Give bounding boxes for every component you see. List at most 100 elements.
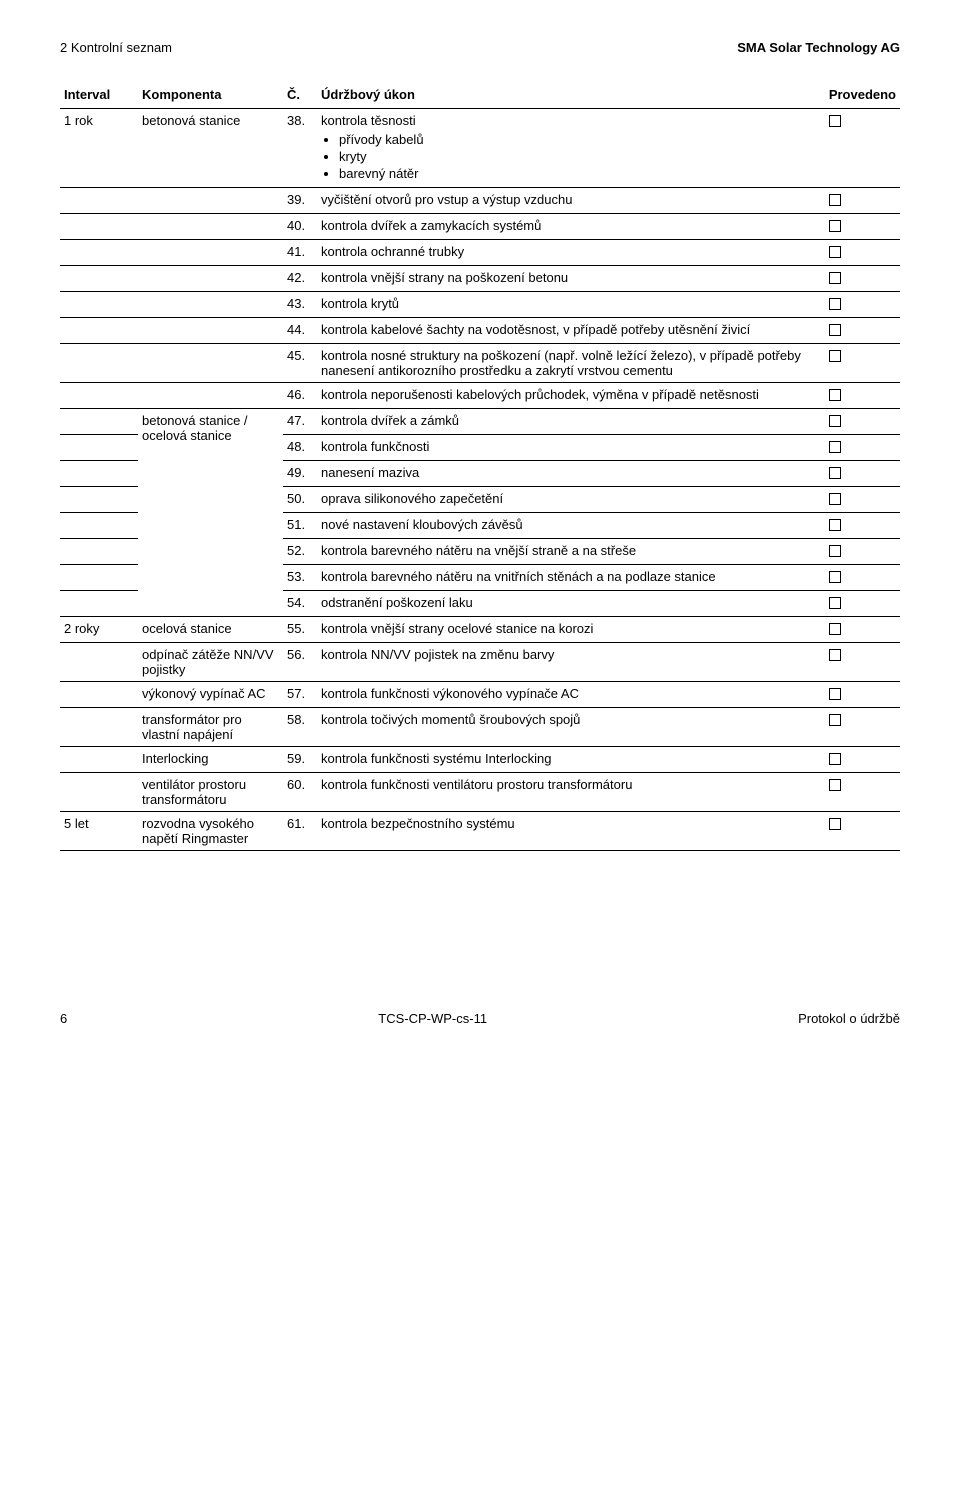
checkbox-icon[interactable] xyxy=(829,779,841,791)
component-cell: transformátor pro vlastní napájení xyxy=(138,708,283,747)
checkbox-icon[interactable] xyxy=(829,545,841,557)
table-row: Interlocking 59. kontrola funkčnosti sys… xyxy=(60,747,900,773)
checkbox-icon[interactable] xyxy=(829,753,841,765)
checkbox-icon[interactable] xyxy=(829,350,841,362)
component-cell: ventilátor prostoru transformátoru xyxy=(138,773,283,812)
task-text: kontrola barevného nátěru na vnější stra… xyxy=(317,539,825,565)
task-number: 40. xyxy=(283,214,317,240)
task-text: kontrola vnější strany na poškození beto… xyxy=(317,266,825,292)
header-right: SMA Solar Technology AG xyxy=(737,40,900,55)
checkbox-icon[interactable] xyxy=(829,194,841,206)
component-cell: rozvodna vysokého napětí Ringmaster xyxy=(138,812,283,851)
task-text: kontrola ochranné trubky xyxy=(317,240,825,266)
task-number: 46. xyxy=(283,383,317,409)
component-cell: Interlocking xyxy=(138,747,283,773)
component-cell: betonová stanice / ocelová stanice xyxy=(138,409,283,617)
task-text: kontrola kabelové šachty na vodotěsnost,… xyxy=(317,318,825,344)
checkbox-icon[interactable] xyxy=(829,415,841,427)
task-number: 55. xyxy=(283,617,317,643)
col-num: Č. xyxy=(283,83,317,109)
task-text: kontrola točivých momentů šroubových spo… xyxy=(317,708,825,747)
table-row: transformátor pro vlastní napájení 58. k… xyxy=(60,708,900,747)
table-header-row: Interval Komponenta Č. Údržbový úkon Pro… xyxy=(60,83,900,109)
table-row: 43. kontrola krytů xyxy=(60,292,900,318)
task-number: 47. xyxy=(283,409,317,435)
task-text: kontrola NN/VV pojistek na změnu barvy xyxy=(317,643,825,682)
task-text: kontrola neporušenosti kabelových průcho… xyxy=(317,383,825,409)
task-number: 59. xyxy=(283,747,317,773)
col-component: Komponenta xyxy=(138,83,283,109)
header-left: 2 Kontrolní seznam xyxy=(60,40,172,55)
col-interval: Interval xyxy=(60,83,138,109)
table-row: 5 let rozvodna vysokého napětí Ringmaste… xyxy=(60,812,900,851)
checkbox-icon[interactable] xyxy=(829,441,841,453)
checkbox-icon[interactable] xyxy=(829,115,841,127)
checkbox-icon[interactable] xyxy=(829,389,841,401)
interval-cell: 1 rok xyxy=(60,109,138,188)
task-text: kontrola funkčnosti systému Interlocking xyxy=(317,747,825,773)
checkbox-icon[interactable] xyxy=(829,220,841,232)
checkbox-icon[interactable] xyxy=(829,597,841,609)
task-number: 53. xyxy=(283,565,317,591)
task-text: kontrola funkčnosti ventilátoru prostoru… xyxy=(317,773,825,812)
component-cell: ocelová stanice xyxy=(138,617,283,643)
bullet-item: kryty xyxy=(339,149,821,164)
task-text: nové nastavení kloubových závěsů xyxy=(317,513,825,539)
checkbox-icon[interactable] xyxy=(829,272,841,284)
checkbox-icon[interactable] xyxy=(829,688,841,700)
table-row: 42. kontrola vnější strany na poškození … xyxy=(60,266,900,292)
table-row: 1 rok betonová stanice 38. kontrola těsn… xyxy=(60,109,900,188)
task-number: 45. xyxy=(283,344,317,383)
task-text: kontrola funkčnosti výkonového vypínače … xyxy=(317,682,825,708)
task-number: 57. xyxy=(283,682,317,708)
checkbox-icon[interactable] xyxy=(829,324,841,336)
task-text: oprava silikonového zapečetění xyxy=(317,487,825,513)
footer-doc-id: TCS-CP-WP-cs-11 xyxy=(378,1011,487,1026)
footer-doc-title: Protokol o údržbě xyxy=(798,1011,900,1026)
component-cell: výkonový vypínač AC xyxy=(138,682,283,708)
task-text: kontrola vnější strany ocelové stanice n… xyxy=(317,617,825,643)
page-footer: 6 TCS-CP-WP-cs-11 Protokol o údržbě xyxy=(60,1011,900,1026)
task-bullets: přívody kabelů kryty barevný nátěr xyxy=(321,132,821,181)
task-number: 44. xyxy=(283,318,317,344)
task-cell: kontrola těsnosti přívody kabelů kryty b… xyxy=(317,109,825,188)
checkbox-icon[interactable] xyxy=(829,246,841,258)
task-number: 54. xyxy=(283,591,317,617)
task-text: kontrola funkčnosti xyxy=(317,435,825,461)
task-number: 61. xyxy=(283,812,317,851)
task-text: kontrola dvířek a zámků xyxy=(317,409,825,435)
checkbox-icon[interactable] xyxy=(829,649,841,661)
checkbox-icon[interactable] xyxy=(829,623,841,635)
task-number: 49. xyxy=(283,461,317,487)
col-task: Údržbový úkon xyxy=(317,83,825,109)
checkbox-icon[interactable] xyxy=(829,714,841,726)
task-text: kontrola těsnosti xyxy=(321,113,416,128)
checkbox-icon[interactable] xyxy=(829,298,841,310)
task-number: 41. xyxy=(283,240,317,266)
checkbox-icon[interactable] xyxy=(829,493,841,505)
task-number: 38. xyxy=(283,109,317,188)
interval-cell: 5 let xyxy=(60,812,138,851)
task-text: nanesení maziva xyxy=(317,461,825,487)
task-number: 60. xyxy=(283,773,317,812)
table-row: 39. vyčištění otvorů pro vstup a výstup … xyxy=(60,188,900,214)
task-text: kontrola nosné struktury na poškození (n… xyxy=(317,344,825,383)
table-row: 41. kontrola ochranné trubky xyxy=(60,240,900,266)
task-text: kontrola krytů xyxy=(317,292,825,318)
done-cell xyxy=(825,109,900,188)
task-number: 39. xyxy=(283,188,317,214)
task-text: kontrola dvířek a zamykacích systémů xyxy=(317,214,825,240)
table-row: odpínač zátěže NN/VV pojistky 56. kontro… xyxy=(60,643,900,682)
table-row: 45. kontrola nosné struktury na poškozen… xyxy=(60,344,900,383)
table-row: 46. kontrola neporušenosti kabelových pr… xyxy=(60,383,900,409)
table-row: betonová stanice / ocelová stanice 47. k… xyxy=(60,409,900,435)
component-cell: odpínač zátěže NN/VV pojistky xyxy=(138,643,283,682)
col-done: Provedeno xyxy=(825,83,900,109)
checkbox-icon[interactable] xyxy=(829,467,841,479)
checkbox-icon[interactable] xyxy=(829,519,841,531)
task-number: 52. xyxy=(283,539,317,565)
checkbox-icon[interactable] xyxy=(829,818,841,830)
checkbox-icon[interactable] xyxy=(829,571,841,583)
table-row: výkonový vypínač AC 57. kontrola funkčno… xyxy=(60,682,900,708)
task-number: 48. xyxy=(283,435,317,461)
